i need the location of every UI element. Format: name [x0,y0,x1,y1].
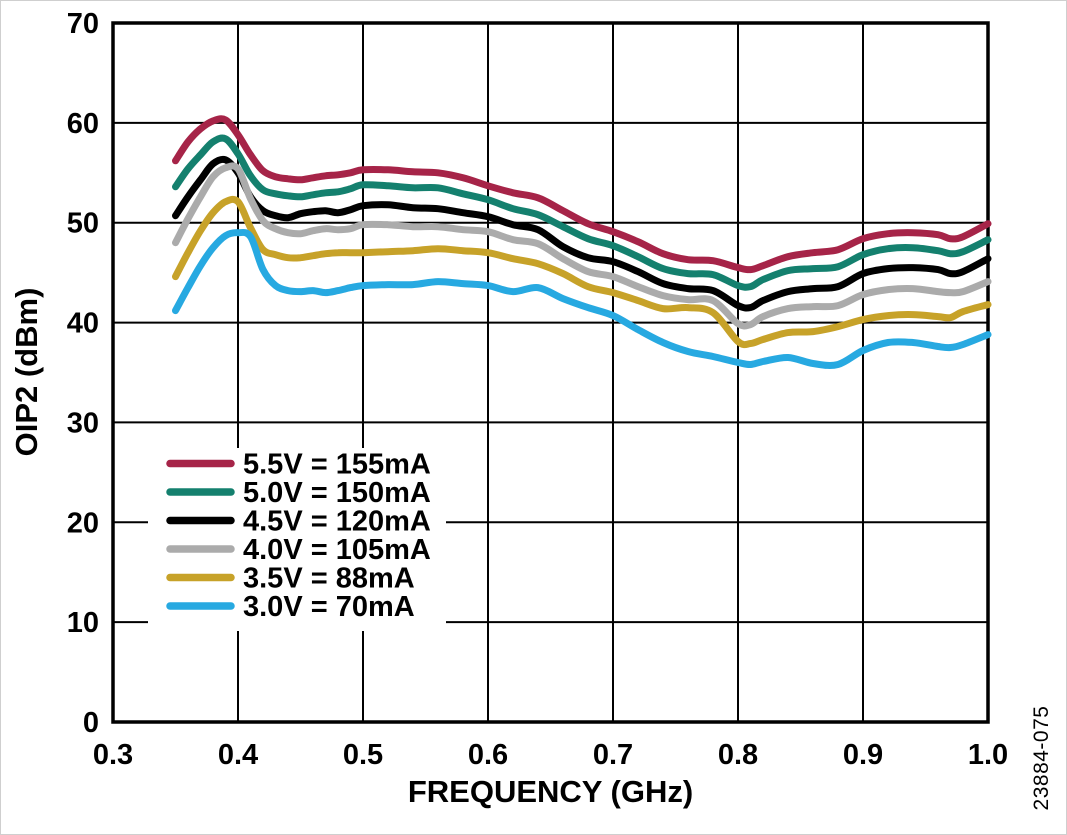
y-tick-label: 40 [67,308,99,340]
y-tick-label: 20 [67,507,99,539]
series-line-4.5V [172,155,992,312]
y-tick-label: 50 [67,208,99,240]
legend-label: 5.5V = 155mA [243,449,431,481]
plot-border [111,21,990,724]
figure-number-watermark: 23884-075 [1030,705,1053,811]
x-tick-label: 0.9 [843,739,883,771]
legend-box [148,448,446,631]
y-tick-label: 30 [67,407,99,439]
legend-label: 4.0V = 105mA [243,534,431,566]
x-axis-title: FREQUENCY (GHz) [407,774,694,809]
legend-label: 3.5V = 88mA [243,563,415,595]
y-axis-title: OIP2 (dBm) [9,287,44,457]
y-tick-label: 0 [83,707,99,739]
x-tick-label: 0.3 [93,739,133,771]
series-line-3.5V [172,195,992,349]
legend-label: 4.5V = 120mA [243,506,431,538]
legend-label: 5.0V = 150mA [243,477,431,509]
y-tick-label: 10 [67,607,99,639]
y-tick-label: 60 [67,108,99,140]
series-line-3.0V [172,228,992,369]
x-tick-label: 0.4 [218,739,258,771]
x-tick-label: 0.8 [718,739,758,771]
y-tick-label: 70 [67,8,99,40]
x-tick-label: 0.7 [593,739,633,771]
x-tick-label: 1.0 [968,739,1008,771]
series-line-4.0V [172,162,992,330]
legend-label: 3.0V = 70mA [243,591,415,623]
x-tick-label: 0.5 [343,739,383,771]
x-tick-label: 0.6 [468,739,508,771]
series-line-5.0V [172,134,992,291]
series-line-5.5V [172,115,992,274]
